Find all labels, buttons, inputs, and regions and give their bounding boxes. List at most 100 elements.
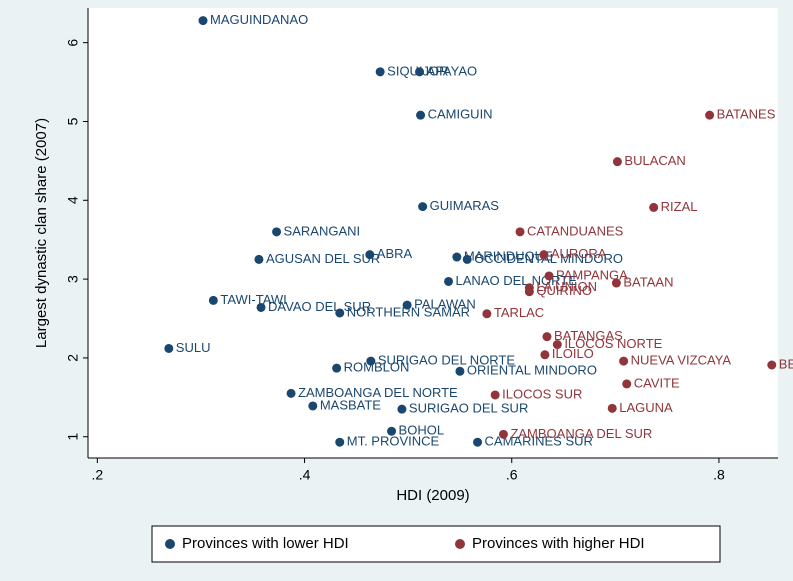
point-label: BATANES bbox=[717, 107, 776, 122]
point-label: ILOCOS NORTE bbox=[564, 336, 662, 351]
point bbox=[552, 340, 562, 350]
point bbox=[286, 388, 296, 398]
point-label: SULU bbox=[176, 340, 211, 355]
point bbox=[622, 379, 632, 389]
point bbox=[402, 300, 412, 310]
point bbox=[490, 390, 500, 400]
point-label: CAVITE bbox=[634, 375, 680, 390]
point bbox=[767, 360, 777, 370]
point bbox=[524, 287, 534, 297]
point bbox=[515, 227, 525, 237]
point-label: BENGUET bbox=[779, 356, 793, 371]
point-label: LA UNION bbox=[536, 279, 597, 294]
point bbox=[332, 363, 342, 373]
x-tick-label: .2 bbox=[91, 467, 103, 483]
point-label: OCCIDENTAL MINDORO bbox=[474, 251, 623, 266]
point bbox=[198, 16, 208, 26]
y-tick-label: 5 bbox=[65, 117, 81, 125]
point-label: ORIENTAL MINDORO bbox=[467, 363, 597, 378]
point bbox=[455, 366, 465, 376]
point-label: ABRA bbox=[377, 246, 413, 261]
y-tick-label: 3 bbox=[65, 275, 81, 283]
point-label: QUIRINO bbox=[536, 283, 592, 298]
point bbox=[544, 271, 554, 281]
point bbox=[365, 250, 375, 260]
point-label: LAGUNA bbox=[619, 400, 673, 415]
point-label: MASBATE bbox=[320, 397, 381, 412]
y-tick-label: 1 bbox=[65, 433, 81, 441]
point-label: RIZAL bbox=[661, 199, 698, 214]
y-tick-label: 6 bbox=[65, 39, 81, 47]
point bbox=[208, 295, 218, 305]
point bbox=[387, 426, 397, 436]
point bbox=[473, 437, 483, 447]
point bbox=[611, 278, 621, 288]
point-label: MARINDUQUE bbox=[464, 248, 553, 263]
point-label: AGUSAN DEL SUR bbox=[266, 251, 380, 266]
point-label: AURORA bbox=[551, 246, 607, 261]
y-tick-label: 2 bbox=[65, 354, 81, 362]
y-axis-title: Largest dynastic clan share (2007) bbox=[33, 118, 50, 348]
y-tick-label: 4 bbox=[65, 196, 81, 204]
point-label: GUIMARAS bbox=[430, 198, 500, 213]
point-label: TARLAC bbox=[494, 305, 544, 320]
point bbox=[366, 356, 376, 366]
point-label: SURIGAO DEL NORTE bbox=[378, 353, 516, 368]
point bbox=[272, 227, 282, 237]
point-label: APAYAO bbox=[427, 63, 478, 78]
point-label: BATANGAS bbox=[554, 328, 623, 343]
point-label: ILOILO bbox=[552, 346, 594, 361]
point bbox=[444, 276, 454, 286]
point-label: BULACAN bbox=[624, 153, 685, 168]
point bbox=[542, 332, 552, 342]
x-tick-label: .8 bbox=[713, 467, 725, 483]
point-label: DAVAO DEL SUR bbox=[268, 299, 371, 314]
point-label: PAMPANGA bbox=[556, 267, 628, 282]
legend-label: Provinces with higher HDI bbox=[472, 535, 645, 552]
plot-area bbox=[88, 8, 778, 458]
point bbox=[164, 343, 174, 353]
point-label: MAGUINDANAO bbox=[210, 12, 308, 27]
point bbox=[375, 67, 385, 77]
point-label: SURIGAO DEL SUR bbox=[409, 401, 528, 416]
legend-marker bbox=[165, 539, 175, 549]
point bbox=[452, 252, 462, 262]
point bbox=[540, 350, 550, 360]
point bbox=[539, 250, 549, 260]
point bbox=[649, 202, 659, 212]
point-label: CAMARINES SUR bbox=[485, 434, 593, 449]
x-tick-label: .6 bbox=[506, 467, 518, 483]
point bbox=[254, 254, 264, 264]
point-label: PALAWAN bbox=[414, 297, 476, 312]
point bbox=[462, 254, 472, 264]
point bbox=[397, 404, 407, 414]
x-tick-label: .4 bbox=[299, 467, 311, 483]
point-label: SARANGANI bbox=[284, 223, 361, 238]
point bbox=[256, 302, 266, 312]
point-label: CAMIGUIN bbox=[428, 107, 493, 122]
point-label: BATAAN bbox=[623, 274, 673, 289]
point-label: ROMBLON bbox=[344, 360, 410, 375]
legend-marker bbox=[455, 539, 465, 549]
point bbox=[498, 429, 508, 439]
point-label: MT. PROVINCE bbox=[347, 434, 440, 449]
point-label: ZAMBOANGA DEL SUR bbox=[510, 426, 652, 441]
point-label: ILOCOS SUR bbox=[502, 386, 582, 401]
point bbox=[482, 309, 492, 319]
point-label: NUEVA VIZCAYA bbox=[631, 353, 732, 368]
point bbox=[607, 403, 617, 413]
point-label: NORTHERN SAMAR bbox=[347, 304, 470, 319]
point bbox=[415, 67, 425, 77]
point-label: CATANDUANES bbox=[527, 223, 624, 238]
legend bbox=[151, 525, 721, 563]
point bbox=[619, 356, 629, 366]
point-label: ZAMBOANGA DEL NORTE bbox=[298, 385, 458, 400]
point bbox=[308, 401, 318, 411]
point bbox=[612, 157, 622, 167]
point bbox=[335, 308, 345, 318]
point bbox=[416, 110, 426, 120]
point bbox=[705, 110, 715, 120]
point bbox=[335, 437, 345, 447]
